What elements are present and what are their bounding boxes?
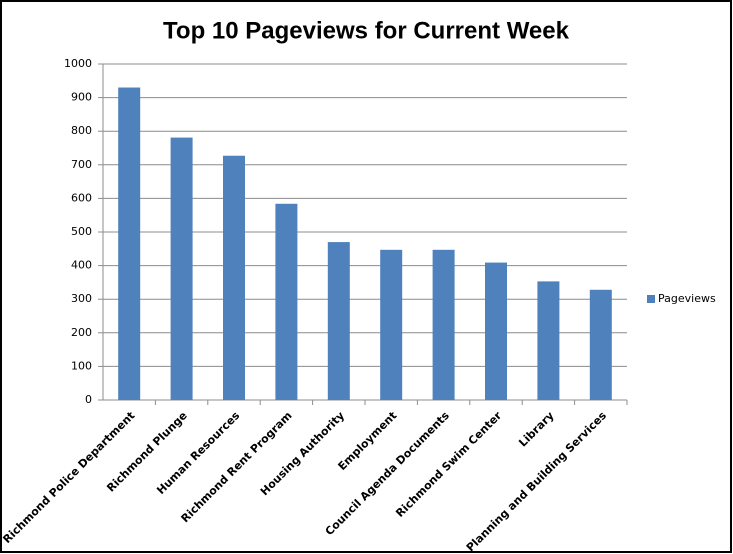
y-tick-label: 700 bbox=[71, 158, 92, 171]
bar bbox=[170, 137, 193, 401]
legend-label: Pageviews bbox=[658, 292, 716, 305]
y-tick-label: 500 bbox=[71, 225, 92, 238]
bar bbox=[380, 249, 403, 400]
bar bbox=[589, 289, 612, 400]
y-tick-label: 1000 bbox=[64, 57, 92, 70]
bar bbox=[327, 242, 350, 400]
bar bbox=[223, 155, 245, 400]
legend-swatch bbox=[647, 295, 655, 303]
bar bbox=[432, 249, 455, 400]
y-tick-label: 300 bbox=[71, 292, 92, 305]
y-tick-label: 800 bbox=[71, 124, 92, 137]
bar bbox=[485, 262, 507, 400]
chart-title: Top 10 Pageviews for Current Week bbox=[163, 17, 570, 44]
y-tick-label: 600 bbox=[71, 191, 92, 204]
bar bbox=[275, 203, 298, 400]
y-tick-label: 100 bbox=[71, 359, 92, 372]
bar bbox=[537, 281, 560, 400]
y-tick-label: 400 bbox=[71, 259, 92, 272]
y-tick-label: 200 bbox=[71, 326, 92, 339]
y-tick-label: 900 bbox=[71, 91, 92, 104]
y-tick-label: 0 bbox=[85, 393, 92, 406]
bar bbox=[118, 87, 141, 401]
